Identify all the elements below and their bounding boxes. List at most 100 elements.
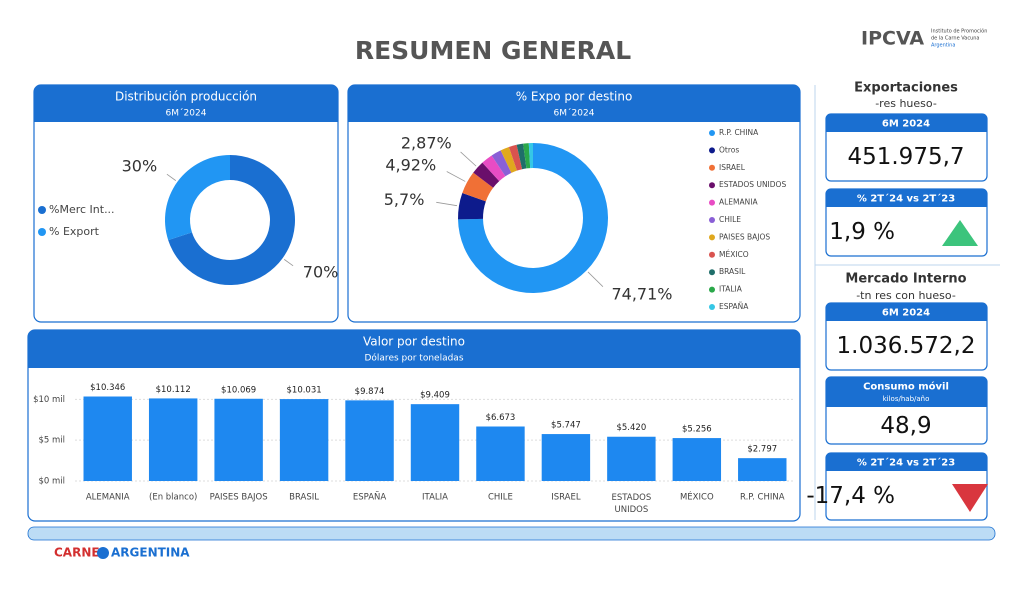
bar [83,396,132,481]
legend-swatch [709,286,715,293]
legend-label: %Merc Int... [49,203,115,216]
x-tick-label: MÉXICO [680,491,714,503]
legend-swatch [709,199,715,206]
panel-subtitle: 6M´2024 [554,108,595,119]
leader-line [283,259,294,267]
bar [214,398,263,481]
panel: % Expo por destino 6M´2024 74,71% R.P. CH… [347,84,801,323]
panel-header [34,85,338,122]
kpi-label: 6M 2024 [882,119,930,130]
x-tick-label: CHILE [488,493,513,503]
scrollbar[interactable] [27,526,996,541]
panel-subtitle: 6M´2024 [166,108,207,119]
logo-subtitle: de la Carne Vacuna [931,36,980,42]
bar-chart: $0 mil $5 mil $10 mil $10.346 ALEMANIA $10.11… [33,383,795,515]
legend-label: R.P. CHINA [719,128,759,137]
page-title: RESUMEN GENERAL [355,36,631,65]
panel: Valor por destino Dólares por toneladas … [27,329,801,522]
legend-swatch [709,164,715,171]
bar [148,398,198,481]
legend-label: ITALIA [719,285,743,294]
donut-slice [458,192,486,220]
footer-icon [97,547,109,559]
kpi-label: Consumo móvil [863,381,949,393]
up-indicator [942,220,978,246]
legend-swatch [709,234,715,241]
legend-label: CHILE [719,215,741,224]
donut-slice [482,155,506,182]
kpi-label: 6M 2024 [882,308,930,319]
logo-subtitle: Instituto de Promoción [931,28,987,35]
legend-swatch [38,228,46,236]
logo-subtitle: Argentina [931,43,955,49]
bar [738,458,787,481]
donut-chart: 70% %Merc Int... 30% % Export [38,155,338,285]
x-tick-label: R.P. CHINA [740,493,785,503]
data-label: $10.112 [156,385,191,395]
kpi-card-header [826,377,987,407]
data-label: 30% [122,157,158,176]
donut-slice [508,144,523,171]
x-tick-label: ALEMANIA [86,493,130,503]
donut-slice [168,155,295,285]
donut-slice [516,143,527,170]
data-label: $5.420 [616,423,646,433]
kpi-value: 451.975,7 [847,144,964,170]
legend-label: MÉXICO [719,250,749,259]
x-tick-label: ISRAEL [551,493,581,503]
panel-header [28,330,800,368]
bar [345,400,394,481]
kpi-cards: 6M 2024 451.975,7 % 2T´24 vs 2T´23 1,9 % 6M … [806,113,988,521]
kpi-label: % 2T´24 vs 2T´23 [857,193,955,205]
data-label: 74,71% [611,285,672,304]
logo: IPCVA [861,28,924,50]
legend-label: Otros [719,145,739,154]
bar [607,436,656,481]
bar [476,426,525,481]
bar [541,434,591,481]
donut-slice [462,172,494,202]
y-tick-label: $0 mil [38,477,65,487]
data-label: $9.874 [355,387,385,397]
legend-swatch [709,304,715,310]
data-label: 70% [303,262,339,281]
legend-swatch [709,182,715,189]
x-tick-label: ITALIA [422,493,448,503]
y-tick-label: $10 mil [33,395,65,405]
legend-label: % Export [49,225,100,238]
legend-label: ISRAEL [719,163,746,172]
data-label: $10.346 [90,383,125,393]
kpi-sublabel: kilos/hab/año [883,395,930,403]
leader-line [587,271,604,287]
y-tick-label: $5 mil [38,436,65,446]
data-label: 2,87% [401,133,452,152]
down-indicator [952,484,988,512]
legend-label: ESTADOS UNIDOS [719,180,786,189]
kpi-card-header [826,114,987,132]
bar [672,438,722,481]
x-tick-label: ESTADOS UNIDOS [611,493,651,515]
kpi-label: % 2T´24 vs 2T´23 [857,457,955,469]
data-label: $6.673 [486,413,516,423]
legend-label: ESPAÑA [719,302,749,311]
panel-title: Valor por destino [363,335,465,349]
kpi-card-header [826,453,987,471]
legend-swatch [38,206,46,214]
donut-slice [458,143,609,293]
data-label: $10.069 [221,385,256,395]
panel: Distribución producción 6M´2024 70% %Merc… [33,84,339,323]
footer-brand: CARNE [54,546,100,560]
x-tick-label: (En blanco) [149,493,197,503]
data-label: $2.797 [747,445,777,455]
data-label: $5.747 [551,421,581,431]
donut-slice [523,143,531,169]
data-label: $5.256 [682,425,712,435]
panel-subtitle: Dólares por toneladas [364,353,463,364]
kpi-card-header [826,189,987,207]
donut-slice [164,155,230,241]
data-label: $10.031 [287,386,322,396]
kpi-section-title: Mercado Interno [845,272,966,287]
legend-swatch [709,147,715,154]
legend-swatch [709,251,715,258]
donut-slice [491,150,512,177]
